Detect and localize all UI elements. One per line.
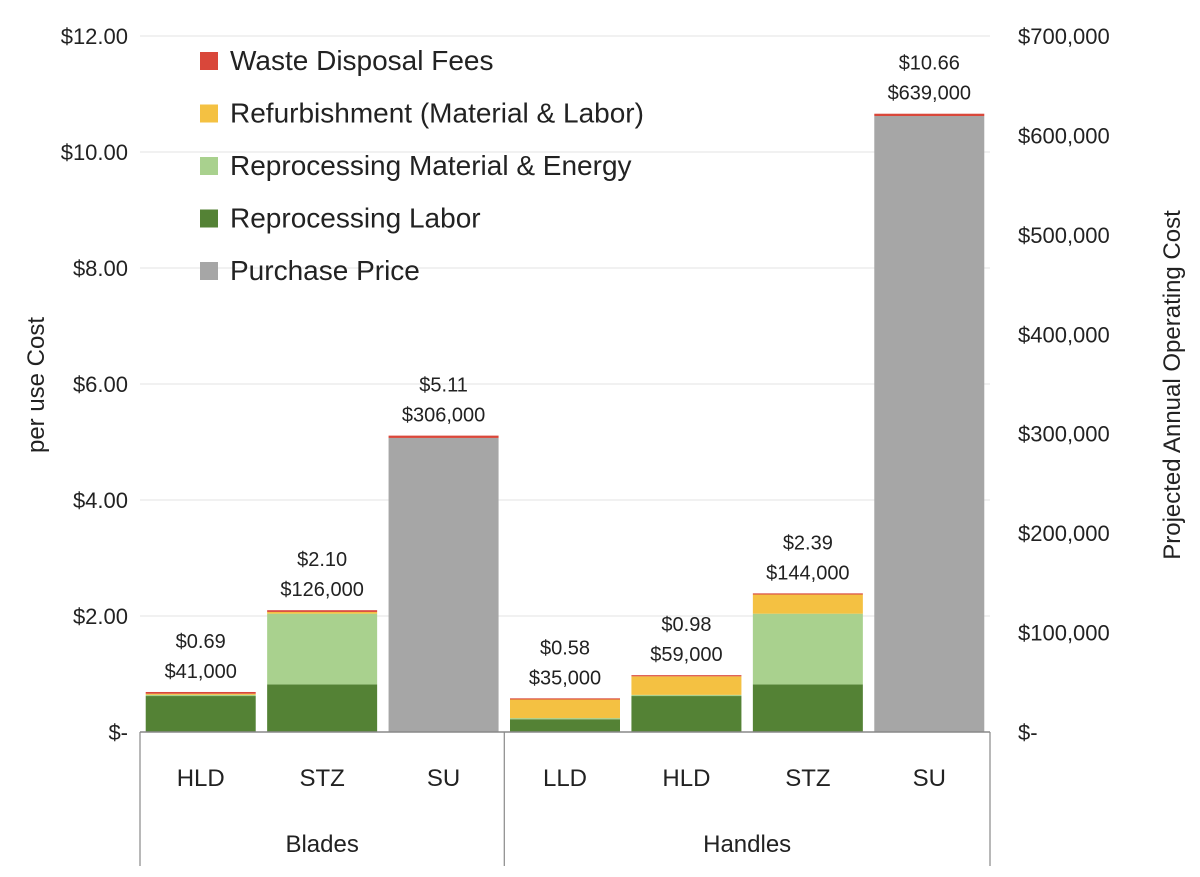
bar-segment-reprocessing-labor — [752, 684, 863, 732]
legend-swatch — [200, 209, 218, 228]
y2-tick-label: $100,000 — [1018, 621, 1110, 646]
total-per-use-label: $10.66 — [899, 53, 960, 75]
bar-segment-refurbishment-material-labor — [510, 699, 620, 719]
bar-segment-reprocessing-material-energy — [631, 694, 742, 697]
bar-segment-reprocessing-labor — [510, 719, 620, 732]
legend-label: Reprocessing Material & Energy — [230, 150, 632, 181]
y2-tick-label: $500,000 — [1018, 223, 1110, 248]
y2-tick-label: $300,000 — [1018, 422, 1110, 447]
legend-label: Waste Disposal Fees — [230, 45, 494, 76]
y-axis-title: per use Cost — [23, 317, 50, 453]
bar-segment-reprocessing-labor — [631, 696, 742, 732]
bar-segment-purchase-price — [388, 437, 499, 732]
total-per-use-label: $5.11 — [419, 375, 468, 397]
group-label: Blades — [285, 831, 358, 858]
bar-segment-waste-disposal-fees — [752, 593, 863, 595]
bar-segment-refurbishment-material-labor — [752, 594, 863, 614]
total-per-use-label: $0.98 — [661, 614, 711, 636]
y-tick-label: $12.00 — [61, 24, 128, 49]
x-tick-label: HLD — [662, 765, 710, 792]
bar-segment-waste-disposal-fees — [267, 610, 378, 612]
bar-segment-refurbishment-material-labor — [631, 676, 742, 695]
total-annual-label: $41,000 — [165, 661, 237, 683]
x-tick-label: LLD — [543, 765, 587, 792]
legend-swatch — [200, 262, 218, 280]
bar-segment-waste-disposal-fees — [145, 691, 256, 694]
x-axis: HLD STZ SU LLD HLD STZ SU Blades Handles — [139, 731, 991, 866]
total-annual-label: $639,000 — [888, 83, 971, 105]
total-per-use-label: $2.39 — [783, 532, 833, 554]
legend-label: Reprocessing Labor — [230, 203, 481, 234]
bar-segment-refurbishment-material-labor — [145, 693, 256, 695]
total-per-use-label: $0.69 — [176, 631, 226, 653]
y2-tick-label: $400,000 — [1018, 322, 1110, 347]
bar-segment-waste-disposal-fees — [510, 698, 620, 700]
total-annual-label: $306,000 — [402, 405, 485, 427]
bar-segment-refurbishment-material-labor — [267, 611, 378, 614]
bar-segment-reprocessing-material-energy — [267, 613, 378, 685]
bar-segment-waste-disposal-fees — [874, 113, 985, 117]
total-per-use-label: $2.10 — [297, 549, 347, 571]
y-tick-label: $2.00 — [73, 604, 128, 629]
y2-tick-label: $700,000 — [1018, 24, 1110, 49]
total-per-use-label: $0.58 — [540, 637, 590, 659]
x-tick-label: STZ — [785, 765, 830, 792]
total-annual-label: $126,000 — [280, 579, 363, 601]
legend-label: Purchase Price — [230, 255, 420, 286]
bar-segment-reprocessing-material-energy — [510, 718, 620, 720]
total-labels: $0.69 $41,000 $2.10 $126,000 $5.11 $306,000 $0… — [165, 53, 971, 690]
legend-label: Refurbishment (Material & Labor) — [230, 98, 644, 129]
y-axis-right: $- $100,000 $200,000 $300,000 $400,000 $500,0… — [1018, 24, 1110, 745]
total-annual-label: $35,000 — [529, 667, 601, 689]
y2-axis-title: Projected Annual Operating Cost — [1159, 210, 1186, 560]
legend-swatch — [200, 104, 218, 123]
bar-segment-waste-disposal-fees — [388, 435, 499, 438]
y-tick-label: $10.00 — [61, 140, 128, 165]
y2-tick-label: $200,000 — [1018, 521, 1110, 546]
y-tick-label: $4.00 — [73, 488, 128, 513]
x-tick-label: HLD — [177, 765, 225, 792]
y-tick-label: $8.00 — [73, 256, 128, 281]
legend-swatch — [200, 52, 218, 70]
y-tick-label: $6.00 — [73, 372, 128, 397]
bar-segment-purchase-price — [874, 116, 985, 733]
bar-segment-reprocessing-labor — [145, 696, 256, 732]
x-tick-label: SU — [427, 765, 460, 792]
y-tick-label: $- — [108, 720, 128, 745]
legend-swatch — [200, 157, 218, 175]
bar-segment-waste-disposal-fees — [631, 675, 742, 677]
bar-segment-reprocessing-labor — [267, 684, 378, 732]
group-label: Handles — [703, 831, 791, 858]
y-axis-left: $- $2.00 $4.00 $6.00 $8.00 $10.00 $12.00 — [61, 24, 128, 745]
bars — [145, 113, 985, 733]
bar-segment-reprocessing-material-energy — [752, 613, 863, 685]
y2-tick-label: $600,000 — [1018, 123, 1110, 148]
total-annual-label: $59,000 — [650, 644, 722, 666]
x-tick-label: STZ — [299, 765, 344, 792]
total-annual-label: $144,000 — [766, 562, 849, 584]
x-tick-label: SU — [913, 765, 946, 792]
bar-segment-reprocessing-material-energy — [145, 694, 256, 697]
y2-tick-label: $- — [1018, 720, 1038, 745]
legend: Waste Disposal Fees Refurbishment (Materi… — [200, 45, 644, 286]
